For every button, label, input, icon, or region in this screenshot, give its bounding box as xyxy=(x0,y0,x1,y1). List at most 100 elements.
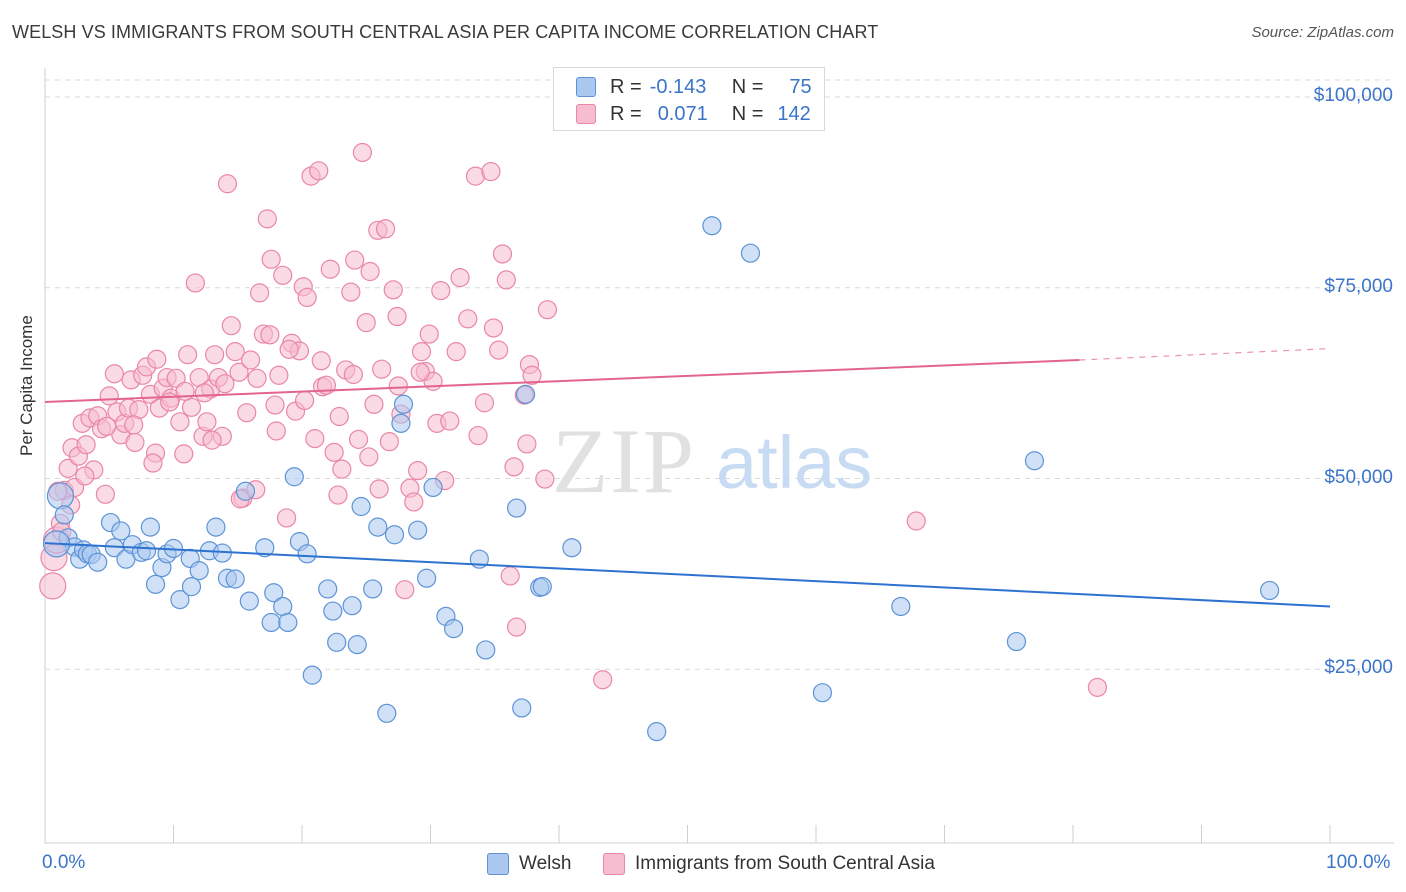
immigrants-point xyxy=(375,219,396,239)
immigrants-point xyxy=(320,259,340,279)
legend-item-immigrants[interactable]: Immigrants from South Central Asia xyxy=(603,851,935,877)
immigrants-point xyxy=(537,300,558,320)
welsh-point xyxy=(384,525,405,545)
welsh-points xyxy=(42,216,1280,742)
welsh-point xyxy=(206,517,226,537)
welsh-point xyxy=(417,568,437,588)
immigrants-point xyxy=(369,479,389,499)
immigrants-point xyxy=(517,434,537,454)
immigrants-point xyxy=(305,429,325,449)
immigrants-legend-swatch xyxy=(603,853,625,875)
welsh-point xyxy=(702,216,722,236)
immigrants-point xyxy=(170,412,190,432)
immigrants-point xyxy=(364,394,384,414)
immigrants-point xyxy=(225,342,245,362)
immigrants-point xyxy=(383,280,403,300)
y-tick-label: $75,000 xyxy=(1324,275,1393,297)
immigrants-point xyxy=(1087,677,1108,697)
immigrants-point xyxy=(276,508,297,528)
y-tick-label: $100,000 xyxy=(1313,85,1393,106)
welsh-point xyxy=(1006,631,1027,652)
immigrants-point xyxy=(279,339,299,359)
immigrants-trend-line xyxy=(44,359,1080,403)
immigrants-point xyxy=(328,485,348,505)
immigrants-point xyxy=(522,365,542,385)
immigrants-point xyxy=(446,342,466,362)
immigrants-point xyxy=(468,425,488,446)
welsh-point xyxy=(532,577,552,597)
immigrants-swatch xyxy=(576,104,596,124)
immigrants-point xyxy=(75,466,95,486)
y-tick-label: $25,000 xyxy=(1324,657,1393,679)
immigrants-point xyxy=(97,416,117,437)
immigrants-point xyxy=(504,457,524,477)
welsh-point xyxy=(181,577,202,597)
immigrants-point xyxy=(410,362,430,382)
immigrants-point xyxy=(360,261,380,282)
welsh-point xyxy=(740,243,761,263)
legend-item-welsh[interactable]: Welsh xyxy=(487,851,571,877)
immigrants-point xyxy=(266,421,286,441)
immigrants-point xyxy=(481,161,501,182)
y-axis-label: Per Capita Income xyxy=(17,315,36,456)
immigrants-point xyxy=(221,316,241,336)
welsh-point xyxy=(261,612,281,633)
immigrants-point xyxy=(535,469,555,489)
welsh-point xyxy=(891,596,911,617)
immigrants-point xyxy=(99,386,119,406)
immigrants-points xyxy=(39,142,1108,697)
immigrants-point xyxy=(104,364,124,384)
welsh-point xyxy=(512,698,532,718)
immigrants-point xyxy=(345,250,365,270)
immigrants-point xyxy=(431,280,451,301)
n-value: 75 xyxy=(789,75,812,98)
welsh-point xyxy=(273,596,293,617)
welsh-point xyxy=(408,520,428,540)
immigrants-point xyxy=(341,282,361,302)
immigrants-point xyxy=(496,270,516,290)
axes xyxy=(44,68,1394,844)
watermark: ZIP atlas xyxy=(552,410,872,512)
immigrants-point xyxy=(229,362,249,382)
svg-text:ZIP: ZIP xyxy=(552,410,696,512)
immigrants-point xyxy=(202,430,222,450)
immigrants-point xyxy=(348,429,369,449)
immigrants-point xyxy=(311,351,331,371)
immigrants-legend-label: Immigrants from South Central Asia xyxy=(635,853,935,874)
welsh-point xyxy=(46,482,75,510)
welsh-point xyxy=(351,496,371,517)
immigrants-point xyxy=(356,313,376,333)
welsh-point xyxy=(444,618,464,639)
immigrants-point xyxy=(265,395,285,415)
welsh-point xyxy=(284,467,304,487)
welsh-point xyxy=(88,552,108,572)
welsh-point xyxy=(393,394,414,414)
welsh-trend-line xyxy=(44,542,1331,608)
immigrants-point xyxy=(76,435,96,455)
immigrants-point xyxy=(174,444,194,464)
immigrants-point xyxy=(419,324,439,344)
welsh-point xyxy=(323,601,343,621)
welsh-point xyxy=(225,569,245,589)
stats-legend: R = -0.143 N = 75 R = 0.071 N = 142 xyxy=(553,67,825,131)
welsh-point xyxy=(140,517,160,537)
welsh-point xyxy=(264,583,284,603)
r-label: R = xyxy=(610,102,642,125)
immigrants-point xyxy=(181,397,202,417)
welsh-point xyxy=(1024,451,1045,471)
immigrants-point xyxy=(125,432,145,453)
immigrants-point xyxy=(185,273,205,293)
immigrants-point xyxy=(237,403,257,423)
immigrants-point xyxy=(95,484,115,504)
welsh-point xyxy=(255,538,275,558)
immigrants-point xyxy=(329,406,349,427)
welsh-swatch xyxy=(576,77,596,97)
welsh-point xyxy=(391,413,411,433)
n-label: N = xyxy=(731,75,764,98)
welsh-point xyxy=(506,498,527,518)
stats-row-immigrants: R = 0.071 N = 142 xyxy=(576,102,811,126)
welsh-point xyxy=(297,544,317,564)
immigrants-point xyxy=(58,458,78,478)
immigrants-point xyxy=(395,580,415,600)
immigrants-point xyxy=(247,368,267,388)
